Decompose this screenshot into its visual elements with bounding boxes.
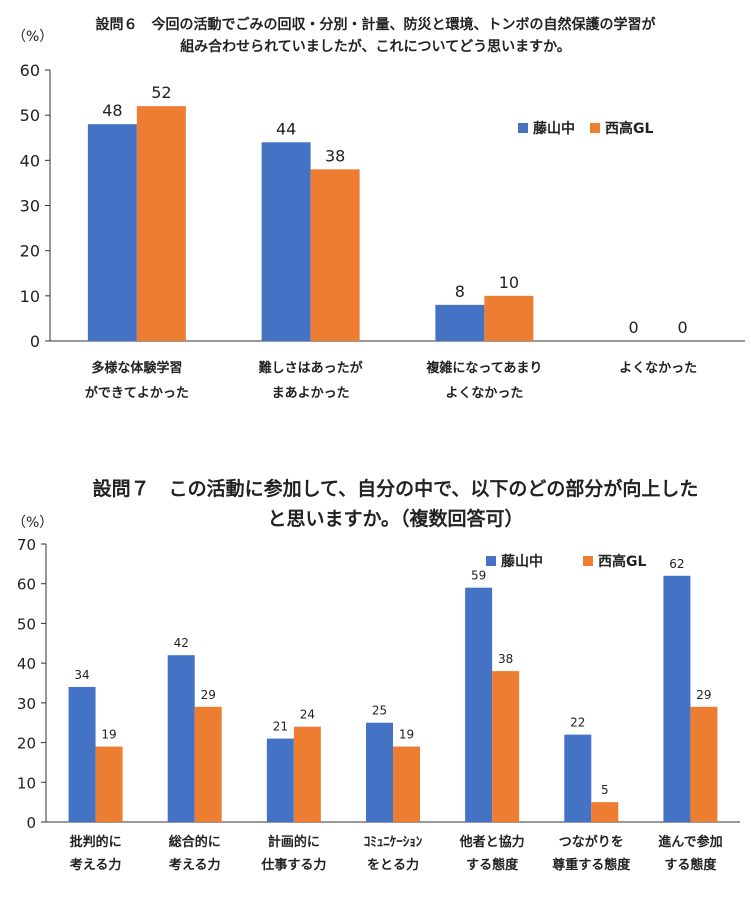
bar [68,686,96,822]
data-label: 19 [101,728,116,742]
data-label: 8 [455,282,465,301]
data-label: 34 [74,668,89,682]
bar [484,295,534,341]
chart-title-line: 設問６ 今回の活動でごみの回収・分別・計量、防災と環境、トンボの自然保護の学習が [95,17,656,33]
legend-swatch [518,123,528,133]
legend-swatch [590,123,600,133]
x-tick-label: 批判的に [70,834,122,850]
y-unit-label: （%） [12,29,54,45]
x-tick-label: つながりを [559,834,624,850]
y-tick-label: 40 [20,151,40,170]
chart-q6: 設問６ 今回の活動でごみの回収・分別・計量、防災と環境、トンボの自然保護の学習が… [0,0,751,420]
legend-swatch [583,556,593,566]
bar [690,706,718,822]
chart-title-line: と思いますか。（複数回答可） [267,508,524,530]
bar [167,655,195,822]
x-tick-label: よくなかった [619,361,697,376]
x-tick-label: する態度 [664,857,717,873]
chart-title: 設問６ 今回の活動でごみの回収・分別・計量、防災と環境、トンボの自然保護の学習が… [0,14,751,58]
x-tick-label: 難しさはあったが [259,360,363,376]
data-label: 0 [678,318,688,337]
x-tick-label: 考える力 [169,857,221,873]
bar [95,746,123,822]
chart-q7: 設問７ この活動に参加して、自分の中で、以下のどの部分が向上した と思いますか。… [0,462,751,900]
data-label: 52 [151,83,171,102]
y-tick-label: 30 [17,695,36,713]
chart-title-line: 設問７ この活動に参加して、自分の中で、以下のどの部分が向上した [92,478,699,500]
data-label: 59 [471,569,486,583]
bar [366,722,393,822]
data-label: 5 [601,783,609,797]
legend-label: 西高GL [605,120,653,137]
y-tick-label: 50 [20,106,40,125]
data-label: 10 [499,273,519,292]
data-label: 38 [498,652,513,666]
x-tick-label: よくなかった [445,386,523,401]
x-tick-label: 計画的に [268,834,320,850]
data-label: 62 [669,557,684,571]
x-tick-label: 総合的に [169,834,221,850]
data-label: 25 [372,704,387,718]
x-tick-label: 進んで参加 [658,834,722,850]
y-tick-label: 40 [17,655,36,673]
chart-title: 設問７ この活動に参加して、自分の中で、以下のどの部分が向上した と思いますか。… [0,474,751,534]
y-tick-label: 20 [20,242,40,261]
x-tick-label: まあよかった [272,386,350,401]
bar [293,726,321,822]
bar [136,106,186,341]
x-tick-label: 仕事する力 [260,857,326,873]
x-tick-label: ができてよかった [85,385,189,401]
data-label: 19 [399,728,414,742]
y-tick-label: 50 [17,615,36,633]
legend-label: 西高GL [598,553,646,570]
x-tick-label: 複雑になってあまり [425,360,542,376]
bar [194,706,222,822]
bar [393,746,420,822]
bar [465,587,493,822]
bar [87,124,137,341]
y-tick-label: 60 [17,576,36,594]
bar [663,575,691,822]
data-label: 24 [300,708,315,722]
x-tick-label: ｺﾐｭﾆｹｰｼｮﾝ [364,835,423,850]
data-label: 42 [174,636,189,650]
data-label: 44 [276,119,296,138]
x-tick-label: 多様な体験学習 [91,360,182,376]
y-unit-label: （%） [12,515,54,531]
y-tick-label: 0 [26,814,36,832]
y-tick-label: 20 [17,735,36,753]
data-label: 48 [102,101,122,120]
x-tick-label: 考える力 [70,857,122,873]
x-tick-label: 他者と協力 [459,834,525,850]
y-tick-label: 30 [20,197,40,216]
data-label: 38 [325,146,345,165]
bar [564,734,592,822]
y-tick-label: 10 [17,774,36,792]
legend-label: 藤山中 [501,553,543,570]
bar [266,738,294,822]
legend-label: 藤山中 [533,120,575,137]
x-tick-label: する態度 [466,857,519,873]
y-tick-label: 0 [30,332,40,351]
data-label: 0 [629,318,639,337]
bar [435,304,485,341]
data-label: 29 [696,688,711,702]
data-label: 29 [201,688,216,702]
x-tick-label: 尊重する態度 [552,857,631,873]
data-label: 21 [273,720,288,734]
chart-title-line: 組み合わせられていましたが、これについてどう思いますか。 [180,39,571,55]
bar [492,671,520,822]
bar [591,802,619,822]
bar [310,169,360,341]
bar [261,142,311,341]
y-tick-label: 10 [20,287,40,306]
data-label: 22 [570,716,585,730]
y-tick-label: 70 [17,536,36,554]
y-tick-label: 60 [20,61,40,80]
x-tick-label: をとる力 [367,857,419,873]
legend-swatch [486,556,496,566]
